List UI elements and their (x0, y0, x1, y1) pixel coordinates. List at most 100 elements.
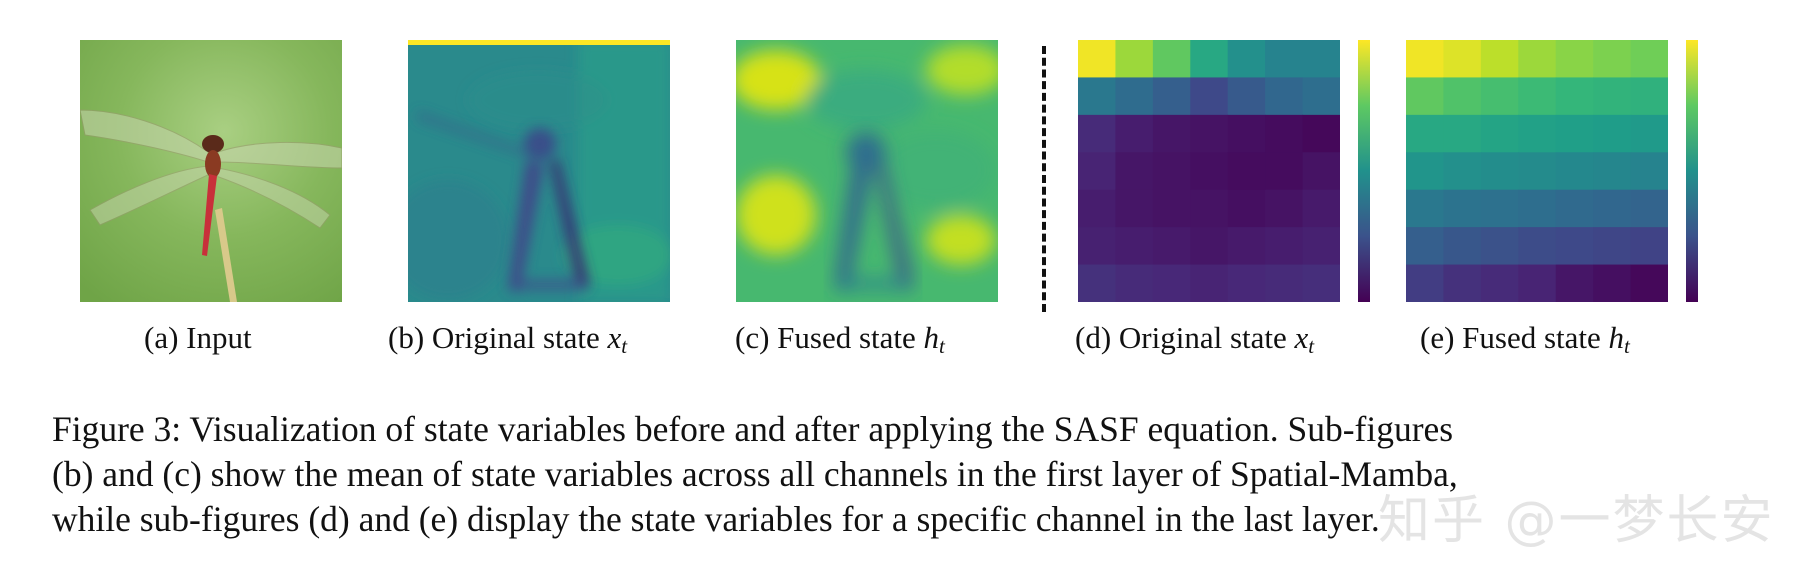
heatmap-cell-d (1265, 264, 1304, 302)
subcaption-b: (b) Original state xt (388, 320, 628, 358)
heatmap-cell-e (1593, 40, 1632, 78)
heatmap-cell-e (1518, 152, 1557, 191)
heatmap-cell-d (1115, 114, 1154, 153)
caption-line: while sub-figures (d) and (e) display th… (52, 499, 1380, 539)
heatmap-cell-d (1078, 114, 1116, 153)
heatmap-cell-d (1190, 264, 1229, 302)
heatmap-cell-e (1630, 264, 1668, 302)
heatmap-cell-e (1555, 264, 1594, 302)
dashed-divider (1042, 46, 1046, 312)
heatmap-cell-d (1078, 77, 1116, 116)
heatmap-cell-e (1443, 114, 1482, 153)
heatmap-cell-e (1406, 40, 1444, 78)
heatmap-cell-d (1265, 77, 1304, 116)
heatmap-cell-e (1630, 114, 1668, 153)
heatmap-cell-d (1115, 40, 1154, 78)
heatmap-cell-e (1555, 114, 1594, 153)
heatmap-cell-e (1406, 152, 1444, 191)
heatmap-cell-e (1630, 189, 1668, 228)
heatmap-cell-d (1265, 40, 1304, 78)
heatmap-cell-d (1302, 189, 1340, 228)
heatmap-cell-d (1152, 77, 1191, 116)
caption-line: (b) and (c) show the mean of state varia… (52, 454, 1458, 494)
heatmap-cell-d (1265, 152, 1304, 191)
heatmap-cell-e (1443, 77, 1482, 116)
heatmap-cell-e (1555, 152, 1594, 191)
heatmap-cell-d (1078, 152, 1116, 191)
heatmap-cell-e (1480, 40, 1519, 78)
heatmap-cell-e (1630, 40, 1668, 78)
heatmap-cell-e (1630, 77, 1668, 116)
heatmap-cell-d (1115, 77, 1154, 116)
heatmap-cell-e (1480, 264, 1519, 302)
heatmap-cell-d (1227, 77, 1266, 116)
watermark: 知乎 @一梦长安 (1378, 491, 1775, 551)
caption-line: Figure 3: Visualization of state variabl… (52, 409, 1454, 449)
heatmap-cell-e (1555, 189, 1594, 228)
heatmap-cell-e (1518, 77, 1557, 116)
heatmap-cell-d (1265, 189, 1304, 228)
heatmap-cell-e (1480, 227, 1519, 266)
heatmap-cell-e (1555, 227, 1594, 266)
heatmap-cell-e (1593, 227, 1632, 266)
fused-state-heatmap (736, 40, 998, 302)
heatmap-cell-d (1190, 227, 1229, 266)
heatmap-cell-d (1190, 77, 1229, 116)
heatmap-cell-e (1406, 264, 1444, 302)
heatmap-cell-e (1630, 152, 1668, 191)
heatmap-cell-d (1078, 227, 1116, 266)
heatmap-cell-d (1302, 264, 1340, 302)
subcaption-d: (d) Original state xt (1075, 320, 1315, 358)
heatmap-cell-d (1190, 152, 1229, 191)
heatmap-cell-e (1593, 264, 1632, 302)
subcaption-c: (c) Fused state ht (735, 320, 945, 358)
heatmap-cell-d (1152, 114, 1191, 153)
figure-caption: Figure 3: Visualization of state variabl… (52, 407, 1762, 542)
heatmap-cell-e (1518, 227, 1557, 266)
subcaption-a: (a) Input (144, 320, 252, 355)
heatmap-cell-e (1443, 264, 1482, 302)
heatmap-cell-e (1630, 227, 1668, 266)
heatmap-cell-d (1265, 227, 1304, 266)
heatmap-cell-d (1115, 264, 1154, 302)
heatmap-cell-d (1302, 114, 1340, 153)
heatmap-cell-d (1227, 189, 1266, 228)
original-state-grid-heatmap (1078, 40, 1340, 302)
heatmap-cell-e (1593, 152, 1632, 191)
heatmap-cell-d (1152, 189, 1191, 228)
heatmap-cell-e (1406, 77, 1444, 116)
heatmap-cell-e (1518, 264, 1557, 302)
heatmap-cell-e (1406, 189, 1444, 228)
heatmap-cell-e (1443, 40, 1482, 78)
heatmap-cell-e (1480, 189, 1519, 228)
original-state-heatmap (408, 40, 670, 302)
heatmap-cell-e (1406, 227, 1444, 266)
heatmap-cell-e (1518, 189, 1557, 228)
heatmap-cell-d (1190, 189, 1229, 228)
heatmap-cell-e (1593, 77, 1632, 116)
heatmap-cell-d (1115, 227, 1154, 266)
subcaption-e: (e) Fused state ht (1420, 320, 1630, 358)
heatmap-cell-e (1443, 227, 1482, 266)
heatmap-cell-d (1302, 77, 1340, 116)
original-state-first-layer-map (408, 40, 670, 302)
dragonfly-photo (80, 40, 342, 302)
heatmap-cell-d (1078, 264, 1116, 302)
heatmap-cell-e (1593, 189, 1632, 228)
heatmap-cell-d (1265, 114, 1304, 153)
heatmap-cell-e (1480, 152, 1519, 191)
heatmap-cell-d (1152, 40, 1191, 78)
heatmap-cell-e (1480, 77, 1519, 116)
heatmap-cell-d (1227, 227, 1266, 266)
heatmap-cell-d (1115, 152, 1154, 191)
colorbar-d (1358, 40, 1370, 302)
heatmap-cell-e (1555, 40, 1594, 78)
heatmap-cell-d (1078, 40, 1116, 78)
heatmap-cell-e (1443, 152, 1482, 191)
original-state-last-layer-map (1078, 40, 1340, 302)
fused-state-grid-heatmap (1406, 40, 1668, 302)
heatmap-cell-d (1302, 152, 1340, 191)
heatmap-cell-d (1302, 40, 1340, 78)
fused-state-last-layer-map (1406, 40, 1668, 302)
heatmap-cell-d (1227, 152, 1266, 191)
